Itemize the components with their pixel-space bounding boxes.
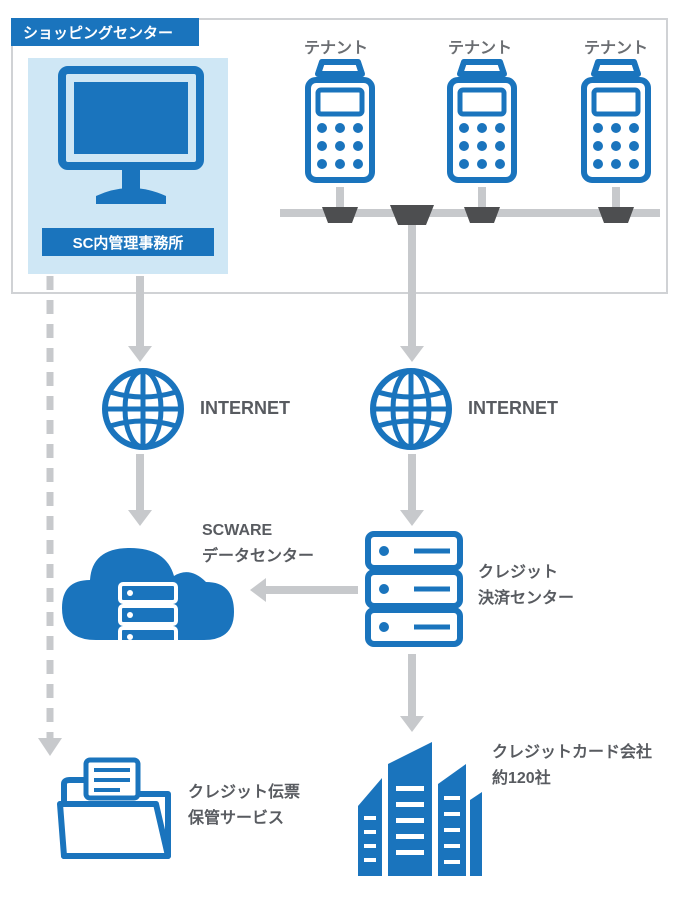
diagram-stage: ショッピングセンター内 SC内管理事務所 テナント テナント テナント: [0, 0, 680, 920]
globe-icon: [100, 366, 186, 452]
credit-center-label: クレジット決済センター: [478, 560, 574, 611]
monitor-icon: [56, 64, 206, 212]
globe-icon: [368, 366, 454, 452]
tenant-label: テナント: [304, 34, 368, 58]
management-office-label: SC内管理事務所: [42, 228, 214, 256]
pos-terminal-icon: [438, 58, 526, 186]
tenant-label: テナント: [584, 34, 648, 58]
buildings-icon: [354, 736, 484, 880]
scware-datacenter-label: SCWAREデータセンター: [202, 518, 314, 569]
pos-terminal-icon: [572, 58, 660, 186]
tenant-label: テナント: [448, 34, 512, 58]
pos-terminal-icon: [296, 58, 384, 186]
slip-service-label: クレジット伝票保管サービス: [188, 780, 300, 831]
server-stack-icon: [364, 530, 464, 650]
folder-icon: [56, 756, 176, 864]
internet-label: INTERNET: [468, 398, 558, 419]
credit-card-companies-label: クレジットカード会社約120社: [492, 740, 652, 791]
internet-label: INTERNET: [200, 398, 290, 419]
shopping-center-tab-label: ショッピングセンター内: [11, 18, 199, 46]
